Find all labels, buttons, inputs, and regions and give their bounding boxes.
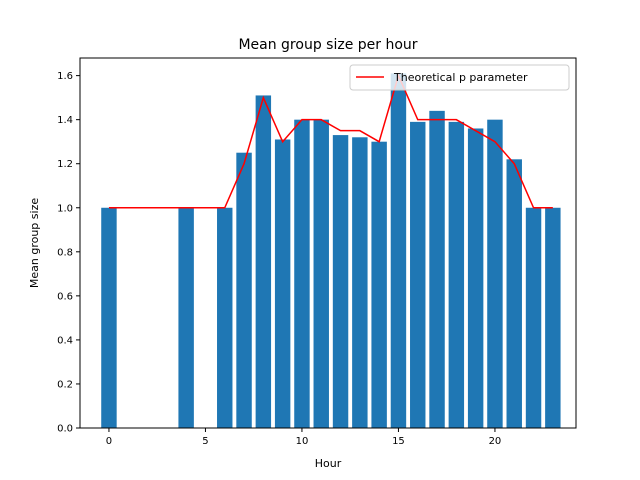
bar-hour-20	[487, 119, 503, 429]
bar-hour-15	[390, 73, 407, 429]
y-tick-label: 1.6	[57, 71, 73, 82]
y-tick-label: 0.8	[57, 247, 73, 258]
bar-hour-13	[352, 137, 368, 429]
line-series-group	[108, 73, 553, 209]
bar-hour-11	[313, 119, 329, 429]
bar-hour-23	[545, 207, 561, 428]
y-tick-label: 0.2	[57, 379, 73, 390]
x-tick-label: 15	[392, 436, 405, 447]
bar-hour-0	[101, 207, 117, 428]
y-tick-label: 0.0	[57, 424, 73, 435]
bar-hour-12	[332, 135, 349, 429]
legend-box	[349, 64, 570, 91]
bar-hour-21	[506, 159, 522, 429]
y-tick-label: 0.6	[57, 291, 73, 302]
bar-hour-8	[255, 95, 272, 428]
bar-group	[101, 73, 561, 429]
x-axis-label: Hour	[315, 457, 342, 470]
bar-hour-16	[410, 121, 426, 428]
bar-hour-22	[525, 207, 542, 428]
bar-hour-10	[294, 119, 310, 429]
line-theoretical-p	[108, 73, 553, 209]
y-tick-label: 1.0	[57, 203, 73, 214]
y-tick-label: 1.2	[57, 159, 73, 170]
chart-title: Mean group size per hour	[238, 37, 417, 53]
bar-hour-4	[178, 207, 194, 428]
y-tick-label: 0.4	[57, 335, 73, 346]
bar-hour-6	[217, 207, 233, 428]
bar-hour-18	[448, 121, 465, 428]
plot-frame	[79, 57, 577, 429]
y-tick-label: 1.4	[57, 115, 73, 126]
y-axis-ticks: 0.0 0.2 0.4 0.6 0.8 1.0 1.2 1.4 1.6	[57, 71, 80, 435]
bar-hour-17	[429, 110, 445, 428]
x-tick-label: 10	[296, 436, 309, 447]
legend: Theoretical p parameter	[349, 64, 570, 91]
bar-hour-9	[274, 139, 291, 428]
x-axis-ticks: 0 5 10 15 20	[106, 428, 502, 447]
bar-hour-7	[236, 152, 252, 428]
x-tick-label: 0	[106, 436, 112, 447]
y-axis-label: Mean group size	[28, 198, 41, 288]
x-tick-label: 5	[202, 436, 208, 447]
bar-hour-14	[371, 141, 387, 428]
bar-hour-19	[467, 128, 484, 428]
x-tick-label: 20	[489, 436, 502, 447]
legend-entry-theoretical-p: Theoretical p parameter	[393, 71, 528, 84]
